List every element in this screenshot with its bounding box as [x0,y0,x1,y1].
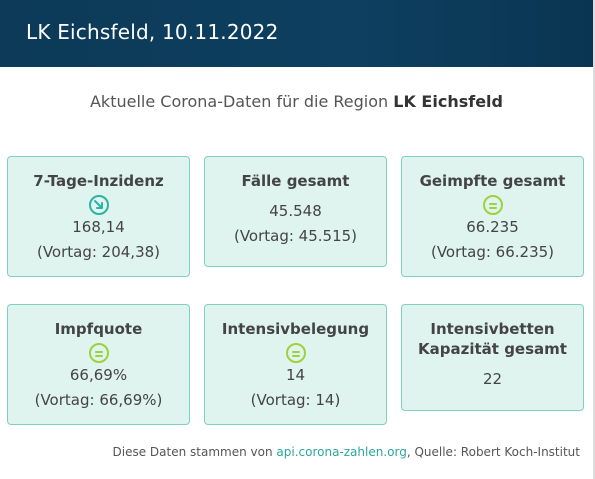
card-value: 168,14 [72,218,125,236]
header-bar: LK Eichsfeld, 10.11.2022 [0,0,593,67]
subtitle-region: LK Eichsfeld [393,92,503,111]
card-previous-value: (Vortag: 66,69%) [34,391,163,409]
card-value: 45.548 [269,202,322,220]
card-title-line-1: Intensivbetten [430,320,555,338]
card-faelle-gesamt: Fälle gesamt 45.548 (Vortag: 45.515) [204,156,387,267]
card-title: 7-Tage-Inzidenz [33,172,164,190]
card-intensivbelegung: Intensivbelegung 14 (Vortag: 14) [204,304,387,425]
card-title: Impfquote [54,320,143,338]
card-title-line-2: Kapazität gesamt [418,340,567,358]
card-value: 66,69% [69,366,128,384]
arrow-down-right-icon [88,195,109,215]
subtitle-prefix: Aktuelle Corona-Daten für die Region [89,92,394,111]
header-title: LK Eichsfeld, 10.11.2022 [26,20,279,44]
card-previous-value: (Vortag: 66.235) [430,243,555,261]
card-title: Intensivbelegung [221,320,370,338]
card-value: 66.235 [466,218,519,236]
source-footer: Diese Daten stammen von api.corona-zahle… [0,445,580,459]
card-value: 22 [482,370,503,388]
equals-icon [88,343,109,363]
card-value: 14 [285,366,306,384]
equals-icon [285,343,306,363]
card-geimpfte-gesamt: Geimpfte gesamt 66.235 (Vortag: 66.235) [401,156,584,277]
region-subtitle: Aktuelle Corona-Daten für die Region LK … [0,92,593,111]
card-7-tage-inzidenz: 7-Tage-Inzidenz 168,14 (Vortag: 204,38) [7,156,190,277]
api-source-link[interactable]: api.corona-zahlen.org [276,445,407,459]
equals-icon [482,195,503,215]
card-previous-value: (Vortag: 45.515) [233,227,358,245]
card-previous-value: (Vortag: 204,38) [36,243,161,261]
card-title: Geimpfte gesamt [419,172,566,190]
card-previous-value: (Vortag: 14) [250,391,341,409]
card-intensivbetten-kapazitaet: Intensivbetten Kapazität gesamt 22 [401,304,584,411]
footer-suffix: , Quelle: Robert Koch-Institut [406,445,580,459]
footer-prefix: Diese Daten stammen von [112,445,277,459]
card-title: Fälle gesamt [241,172,350,190]
card-impfquote: Impfquote 66,69% (Vortag: 66,69%) [7,304,190,425]
